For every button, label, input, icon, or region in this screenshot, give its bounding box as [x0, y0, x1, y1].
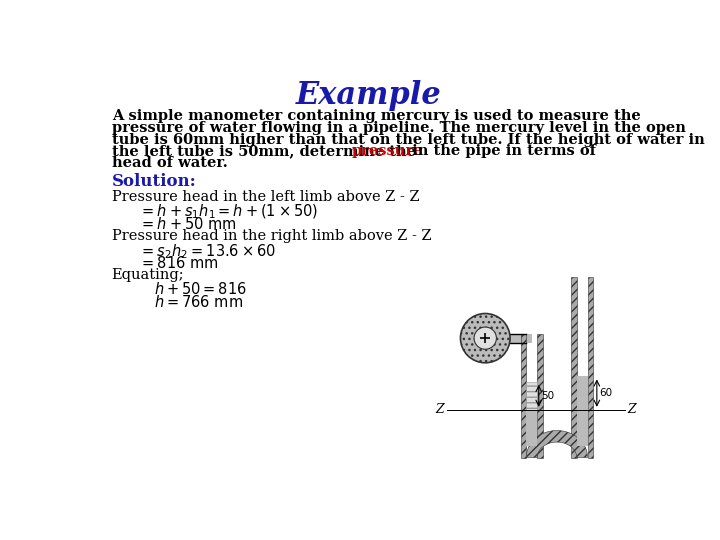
Text: Z: Z — [627, 403, 636, 416]
Text: $= h + s_1h_1 = h + (1\times50)$: $= h + s_1h_1 = h + (1\times50)$ — [139, 202, 318, 221]
Text: $= h + 50\ \mathrm{mm}$: $= h + 50\ \mathrm{mm}$ — [139, 215, 237, 232]
Text: A simple manometer containing mercury is used to measure the: A simple manometer containing mercury is… — [112, 110, 641, 124]
Text: $= s_2h_2 = 13.6\times60$: $= s_2h_2 = 13.6\times60$ — [139, 242, 276, 261]
Text: tube is 60mm higher than that on the left tube. If the height of water in: tube is 60mm higher than that on the lef… — [112, 132, 704, 146]
Text: $h = 766\ \mathrm{mm}$: $h = 766\ \mathrm{mm}$ — [154, 294, 243, 310]
Text: $h + 50 = 816$: $h + 50 = 816$ — [154, 281, 247, 297]
Bar — [537, 334, 543, 457]
Text: the left tube is 50mm, determine the: the left tube is 50mm, determine the — [112, 144, 420, 158]
Text: Equating;: Equating; — [112, 268, 184, 282]
Text: Z: Z — [436, 403, 444, 416]
Bar — [521, 334, 526, 457]
Circle shape — [474, 327, 496, 349]
Bar — [526, 382, 537, 410]
Text: head of water.: head of water. — [112, 156, 228, 170]
Text: in the pipe in terms of: in the pipe in terms of — [407, 144, 595, 158]
Text: Pressure head in the right limb above Z - Z: Pressure head in the right limb above Z … — [112, 229, 431, 243]
Polygon shape — [526, 430, 588, 457]
Text: 60: 60 — [599, 388, 612, 398]
Text: 50: 50 — [541, 391, 554, 401]
Bar — [485, 334, 532, 343]
Bar — [571, 276, 577, 457]
Circle shape — [461, 314, 510, 363]
Text: Example: Example — [296, 80, 442, 111]
Text: Solution:: Solution: — [112, 173, 197, 191]
Text: pressure: pressure — [351, 144, 423, 158]
Bar — [588, 276, 593, 457]
Bar — [577, 376, 588, 446]
Bar — [526, 410, 537, 446]
Text: pressure of water flowing in a pipeline. The mercury level in the open: pressure of water flowing in a pipeline.… — [112, 121, 685, 135]
Text: $= 816\ \mathrm{mm}$: $= 816\ \mathrm{mm}$ — [139, 255, 219, 271]
Text: Pressure head in the left limb above Z - Z: Pressure head in the left limb above Z -… — [112, 190, 419, 204]
